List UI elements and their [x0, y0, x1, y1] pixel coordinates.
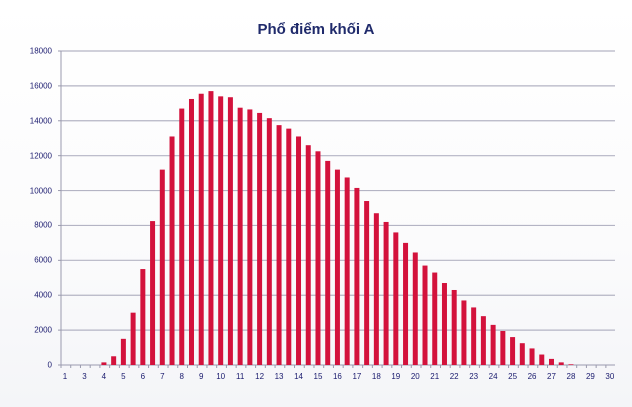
bar — [354, 187, 360, 365]
x-tick-label: 20 — [410, 372, 420, 381]
x-tick-label: 6 — [140, 372, 146, 381]
bar — [101, 362, 107, 365]
bar — [422, 265, 428, 365]
x-tick-label: 8 — [179, 372, 184, 381]
x-tick-label: 28 — [566, 372, 576, 381]
x-tick-label: 30 — [605, 372, 615, 381]
bar — [276, 125, 282, 365]
bar — [500, 330, 506, 365]
bar — [461, 300, 467, 365]
x-tick-label: 1 — [62, 372, 68, 381]
bar — [140, 269, 146, 365]
y-tick-label: 18000 — [29, 46, 52, 56]
bar — [549, 358, 554, 365]
bar — [412, 252, 418, 365]
y-tick-label: 8000 — [34, 220, 52, 230]
bar — [159, 169, 165, 365]
bar — [334, 169, 340, 365]
bar — [237, 107, 243, 365]
bar — [558, 362, 564, 365]
x-tick-label: 19 — [391, 372, 401, 381]
bar — [403, 242, 409, 365]
bar — [480, 316, 486, 365]
bar — [296, 136, 302, 365]
bar — [150, 221, 156, 365]
x-tick-label: 9 — [198, 372, 204, 381]
bar — [432, 272, 438, 365]
bar — [305, 145, 311, 365]
x-tick-label: 12 — [255, 372, 265, 381]
x-tick-label: 16 — [332, 372, 342, 381]
bar — [227, 97, 233, 365]
y-tick-label: 16000 — [29, 81, 52, 91]
x-tick-label: 14 — [294, 372, 303, 381]
bar — [266, 118, 272, 366]
bar — [529, 348, 535, 365]
bar — [169, 136, 175, 365]
x-tick-label: 21 — [430, 372, 440, 381]
y-tick-label: 2000 — [34, 325, 52, 335]
bar — [519, 343, 525, 365]
x-tick-label: 25 — [508, 372, 518, 381]
x-tick-label: 17 — [352, 372, 362, 381]
bar — [539, 354, 545, 365]
x-tick-label: 7 — [160, 372, 165, 381]
bar — [441, 283, 447, 365]
y-tick-label: 12000 — [29, 151, 52, 161]
y-tick-label: 6000 — [34, 255, 52, 265]
bar — [257, 112, 263, 365]
x-tick-label: 15 — [313, 372, 323, 381]
bar — [179, 108, 185, 366]
bar — [325, 160, 331, 365]
bar — [120, 338, 126, 365]
x-tick-label: 3 — [82, 372, 87, 381]
y-tick-label: 14000 — [29, 116, 52, 126]
x-tick-label: 5 — [121, 372, 126, 381]
x-tick-label: 11 — [235, 372, 245, 381]
bar — [188, 98, 194, 365]
x-tick-label: 10 — [216, 372, 226, 381]
x-tick-label: 26 — [527, 372, 537, 381]
bar — [198, 93, 204, 365]
bar — [344, 177, 350, 365]
y-tick-label: 4000 — [34, 290, 52, 300]
bar — [315, 151, 321, 365]
x-tick-label: 23 — [469, 372, 479, 381]
bar — [490, 324, 496, 365]
bar — [471, 307, 477, 365]
y-tick-label: 10000 — [29, 186, 52, 196]
x-tick-label: 22 — [449, 372, 459, 381]
bar — [373, 213, 379, 365]
bar — [364, 201, 370, 365]
bar — [130, 312, 136, 365]
bar — [247, 109, 253, 365]
bar — [208, 91, 214, 365]
bar — [510, 337, 516, 365]
x-tick-label: 29 — [585, 372, 595, 381]
bar — [568, 364, 574, 365]
bar — [451, 289, 457, 365]
bar — [383, 221, 389, 365]
bar — [111, 356, 117, 365]
y-tick-label: 0 — [47, 360, 52, 370]
x-tick-label: 27 — [547, 372, 556, 381]
bar — [218, 96, 224, 365]
x-tick-label: 4 — [101, 372, 107, 381]
bar — [286, 128, 292, 365]
bar — [393, 232, 399, 365]
x-tick-label: 24 — [488, 372, 498, 381]
x-tick-label: 18 — [371, 372, 381, 381]
x-tick-label: 13 — [274, 372, 284, 381]
chart-title: Phổ điểm khối A — [257, 21, 375, 38]
